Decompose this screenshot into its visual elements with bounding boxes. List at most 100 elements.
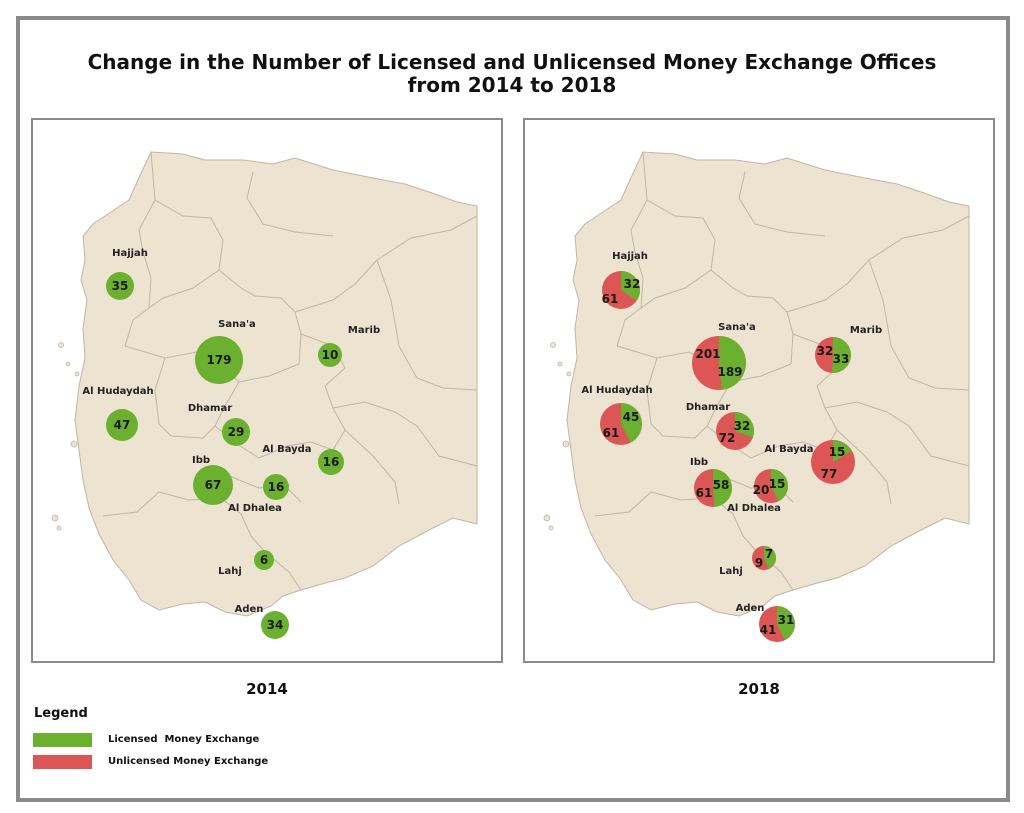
region-label-al-bayda: Al Bayda [262,444,311,455]
governorate-border [258,407,346,459]
licensed-marker-dhamar [222,418,250,446]
island [56,525,62,531]
licensed-marker-region-7 [263,474,289,500]
licensed-marker-lahj [254,550,274,570]
licensed-value-dhamar: 29 [228,425,245,439]
region-label-hajjah: Hajjah [112,248,148,259]
title-line-1: Change in the Number of Licensed and Unl… [87,50,937,74]
governorate-border [738,171,826,237]
land-2014 [74,151,478,617]
governorate-border [376,259,478,391]
licensed-value-dhamar: 32 [734,419,751,433]
unlicensed-value-ibb: 61 [696,486,713,500]
title-line-2: from 2014 to 2018 [407,73,617,97]
licensed-slice-lahj [764,546,777,570]
licensed-value-marib: 10 [322,348,339,362]
governorate-border [154,357,172,437]
licensed-marker-aden [261,611,289,639]
licensed-marker-al-bayda [318,449,344,475]
unlicensed-value-lahj: 9 [755,556,763,570]
island [550,342,556,348]
licensed-value-al-hudaydah: 45 [623,410,640,424]
region-label-hajjah: Hajjah [612,251,648,262]
unlicensed-value-sana-a: 201 [695,347,720,361]
licensed-slice-hajjah [621,271,641,301]
governorate-border [616,269,712,347]
governorate-border [238,333,302,383]
governorate-border [646,199,716,271]
governorate-border [138,151,156,309]
region-label-al-dhalea: Al Dhalea [727,503,781,514]
legend-title: Legend [34,706,88,721]
licensed-slice-marib [832,337,851,373]
governorate-border [344,429,400,505]
unlicensed-value-region-7: 20 [753,483,770,497]
licensed-value-al-bayda: 16 [323,455,340,469]
island [562,440,570,448]
region-label-lahj: Lahj [719,566,743,577]
licensed-value-sana-a: 179 [206,353,231,367]
region-label-al-hudaydah: Al Hudaydah [581,385,652,396]
legend-label-licensed: Licensed Money Exchange [108,734,260,745]
region-label-sana-a: Sana'a [718,322,756,333]
governorate-border [332,401,478,467]
licensed-marker-marib [318,343,342,367]
governorate-border [300,333,346,409]
governorate-border [630,151,648,309]
licensed-value-aden: 34 [267,618,284,632]
governorate-border [868,259,970,391]
region-label-al-bayda: Al Bayda [764,444,813,455]
governorate-border [154,199,224,271]
region-label-marib: Marib [348,325,380,336]
region-label-lahj: Lahj [218,566,242,577]
region-label-ibb: Ibb [690,457,708,468]
island [557,361,563,367]
legend-swatch-licensed [33,733,92,747]
licensed-value-sana-a: 189 [717,365,742,379]
licensed-value-hajjah: 35 [112,279,129,293]
land-2018 [566,151,970,617]
licensed-marker-hajjah [106,272,134,300]
region-label-aden: Aden [235,604,264,615]
governorate-border [836,429,892,505]
region-label-al-hudaydah: Al Hudaydah [82,386,153,397]
year-label-2014: 2014 [246,680,288,698]
governorate-border [650,491,758,553]
licensed-slice-al-bayda [833,439,852,462]
island [58,342,64,348]
governorate-border [102,491,160,517]
licensed-value-ibb: 58 [713,478,730,492]
region-label-al-dhalea: Al Dhalea [228,503,282,514]
unlicensed-value-marib: 32 [817,344,834,358]
governorate-border [646,357,664,437]
licensed-value-region-7: 16 [268,480,285,494]
governorate-border [710,269,794,335]
island [51,514,59,522]
governorate-border [730,333,794,383]
year-label-2018: 2018 [738,680,780,698]
region-label-marib: Marib [850,325,882,336]
licensed-slice-sana-a [719,336,746,390]
map-svg-2014: Hajjah 35 Sana'a 179 Marib 10 Al Hudaydah 47 Dha… [51,151,478,639]
island [548,525,554,531]
region-label-sana-a: Sana'a [218,319,256,330]
region-label-ibb: Ibb [192,455,210,466]
unlicensed-value-al-bayda: 77 [821,467,838,481]
legend-swatch-unlicensed [33,755,92,769]
licensed-slice-aden [777,606,795,641]
island [70,440,78,448]
governorate-border [246,171,334,237]
unlicensed-value-hajjah: 61 [602,292,619,306]
region-label-dhamar: Dhamar [188,403,232,414]
licensed-marker-ibb [193,465,233,505]
licensed-slice-dhamar [735,412,755,438]
governorate-border [158,491,266,553]
governorate-border [824,401,970,467]
governorate-border [750,407,838,459]
map-panel-2018: Hajjah 32 61 Sana'a 189 201 Marib 33 32 Al Hudayd… [523,118,995,663]
island [65,361,71,367]
unlicensed-value-dhamar: 72 [719,431,736,445]
governorate-border [594,491,652,517]
governorate-border [170,425,216,439]
governorate-border [220,471,302,503]
